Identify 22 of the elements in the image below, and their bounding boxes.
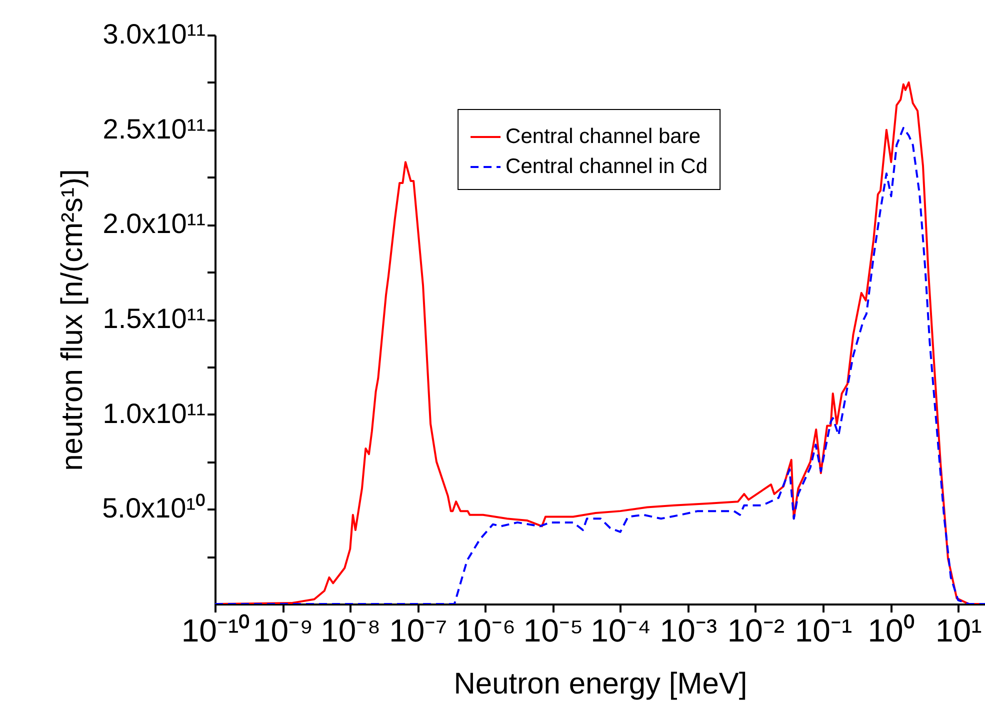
- y-tick-label: 2.0x10¹¹: [102, 208, 206, 240]
- x-tick-label: 10⁻⁹: [252, 612, 314, 648]
- x-tick-label: 10⁻⁸: [320, 612, 381, 648]
- y-tick-label: 5.0x10¹⁰: [102, 492, 206, 524]
- x-tick-label: 10⁻⁶: [456, 612, 516, 648]
- y-axis-title: neutron flux [n/(cm²s¹)]: [56, 169, 90, 471]
- y-tick-label: 1.5x10¹¹: [102, 303, 206, 334]
- y-tick-label: 3.0x10¹¹: [102, 18, 206, 50]
- x-tick-label: 10⁰: [868, 612, 914, 648]
- legend-label: Central channel in Cd: [506, 154, 708, 178]
- x-tick-label: 10⁻⁵: [523, 612, 584, 648]
- x-tick-label: 10⁻¹⁰: [181, 612, 250, 648]
- x-tick-label: 10⁻¹: [794, 612, 852, 648]
- x-tick-label: 10¹: [935, 612, 982, 648]
- x-tick-label: 10⁻⁷: [389, 612, 448, 648]
- x-axis-title: Neutron energy [MeV]: [454, 668, 748, 700]
- x-tick-label: 10⁻⁴: [590, 612, 652, 648]
- x-tick-label: 10⁻³: [660, 612, 718, 648]
- legend-label: Central channel bare: [506, 124, 701, 148]
- x-tick-label: 10⁻²: [727, 612, 785, 648]
- y-tick-label: 1.0x10¹¹: [102, 398, 206, 429]
- y-tick-label: 2.5x10¹¹: [102, 113, 206, 144]
